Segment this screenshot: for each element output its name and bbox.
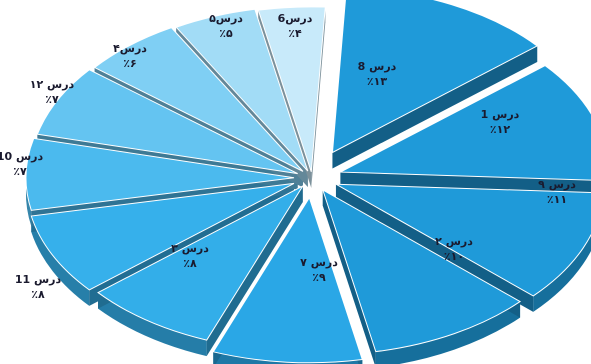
slice-side — [213, 351, 363, 364]
slice — [25, 137, 295, 211]
slice — [321, 188, 522, 353]
slice — [175, 8, 309, 172]
slice-label: درس ۳ — [171, 242, 209, 255]
slice — [257, 6, 326, 172]
slice-value-label: ٪۸ — [31, 288, 45, 301]
slice-value-label: ٪۸ — [183, 257, 197, 270]
slice-side — [98, 292, 207, 357]
slice — [338, 64, 591, 181]
pie-tops — [25, 0, 591, 364]
slice-label: درس۴ — [113, 42, 147, 55]
slice-value-label: ٪۷ — [13, 165, 27, 178]
slice — [212, 196, 363, 364]
slice-edge — [335, 184, 534, 312]
slice-value-label: ٪۱۳ — [367, 75, 387, 88]
slice — [335, 183, 591, 297]
slice-label: درس ۱۲ — [30, 78, 75, 91]
slice-label: درس 10 — [0, 150, 43, 163]
slice — [97, 184, 305, 341]
slice — [30, 182, 295, 291]
slice-label: درس 8 — [358, 60, 397, 73]
slice-label: درس۵ — [209, 12, 243, 25]
slice-value-label: ٪۴ — [288, 27, 302, 40]
pie-labels: درس 8 ٪۱۳ درس 1 ٪۱۲ درس ۹ ٪۱۱ درس ۲ ٪۱۰ درس ۷ ٪۹ د… — [0, 12, 576, 301]
slice-edge — [332, 45, 538, 169]
slice-value-label: ٪۷ — [45, 93, 59, 106]
slice — [93, 27, 304, 172]
slice-value-label: ٪۹ — [312, 271, 326, 284]
slice-value-label: ٪۶ — [123, 57, 136, 70]
slice-value-label: ٪۱۰ — [444, 250, 464, 263]
slice-label: درس6 — [278, 12, 313, 25]
slice-label: درس ۹ — [538, 178, 576, 191]
slice — [331, 0, 539, 154]
slice-label: درس 1 — [481, 108, 520, 121]
slice-edge — [322, 189, 376, 364]
slice-value-label: ٪۱۲ — [490, 123, 510, 136]
slice-side — [375, 301, 521, 364]
slice-label: درس 11 — [15, 273, 62, 286]
slice — [36, 69, 298, 175]
slice-value-label: ٪۱۱ — [547, 193, 567, 206]
slice-label: درس ۷ — [300, 256, 338, 269]
slice-value-label: ٪۵ — [219, 27, 233, 40]
slice-edge — [206, 186, 303, 357]
slice-side — [31, 216, 90, 306]
slice-label: درس ۲ — [435, 235, 473, 248]
